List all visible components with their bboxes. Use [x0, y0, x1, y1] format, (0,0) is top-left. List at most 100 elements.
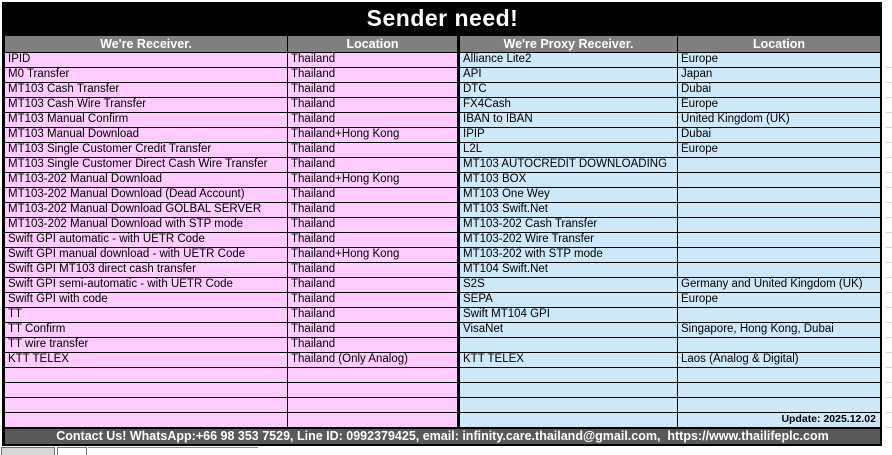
cell-proxy-receiver[interactable]: API — [460, 68, 678, 82]
cell-proxy-location[interactable]: Dubai — [678, 128, 880, 142]
cell-proxy-receiver[interactable]: IPIP — [460, 128, 678, 142]
cell-receiver-location[interactable]: Thailand — [288, 278, 460, 292]
cell-proxy-receiver[interactable]: Alliance Lite2 — [460, 53, 678, 67]
cell-receiver-location[interactable]: Thailand — [288, 308, 460, 322]
cell-receiver[interactable]: MT103 Manual Confirm — [5, 113, 288, 127]
cell-receiver[interactable]: MT103 Single Customer Credit Transfer — [5, 143, 288, 157]
cell-proxy-receiver[interactable]: KTT TELEX — [460, 353, 678, 367]
cell-proxy-location[interactable] — [678, 233, 880, 247]
cell-receiver[interactable] — [5, 398, 288, 412]
cell-receiver-location[interactable]: Thailand — [288, 98, 460, 112]
cell-proxy-receiver[interactable]: MT103 One Wey — [460, 188, 678, 202]
cell-receiver[interactable]: M0 Transfer — [5, 68, 288, 82]
cell-proxy-location[interactable]: Dubai — [678, 83, 880, 97]
cell-receiver-location[interactable]: Thailand — [288, 338, 460, 352]
cell-receiver[interactable] — [5, 413, 288, 427]
cell-proxy-receiver[interactable]: DTC — [460, 83, 678, 97]
cell-proxy-location[interactable]: United Kingdom (UK) — [678, 113, 880, 127]
cell-proxy-location[interactable]: Singapore, Hong Kong, Dubai — [678, 323, 880, 337]
cell-proxy-location[interactable] — [678, 158, 880, 172]
cell-receiver[interactable]: MT103 Cash Wire Transfer — [5, 98, 288, 112]
cell-receiver-location[interactable]: Thailand — [288, 203, 460, 217]
cell-receiver-location[interactable]: Thailand+Hong Kong — [288, 248, 460, 262]
sheet-tab[interactable] — [1, 447, 55, 455]
cell-proxy-receiver[interactable]: L2L — [460, 143, 678, 157]
cell-receiver[interactable]: TT — [5, 308, 288, 322]
cell-proxy-location[interactable] — [678, 398, 880, 412]
cell-proxy-location[interactable]: Laos (Analog & Digital) — [678, 353, 880, 367]
cell-proxy-location[interactable] — [678, 218, 880, 232]
cell-receiver-location[interactable]: Thailand — [288, 323, 460, 337]
cell-proxy-location[interactable]: Europe — [678, 53, 880, 67]
cell-proxy-receiver[interactable] — [460, 368, 678, 382]
cell-proxy-receiver[interactable]: SEPA — [460, 293, 678, 307]
cell-receiver[interactable]: MT103-202 Manual Download — [5, 173, 288, 187]
cell-proxy-receiver[interactable]: MT103 Swift.Net — [460, 203, 678, 217]
cell-proxy-receiver[interactable] — [460, 338, 678, 352]
cell-receiver[interactable]: Swift GPI semi-automatic - with UETR Cod… — [5, 278, 288, 292]
cell-proxy-receiver[interactable]: MT103-202 Wire Transfer — [460, 233, 678, 247]
cell-receiver[interactable]: MT103-202 Manual Download with STP mode — [5, 218, 288, 232]
update-date[interactable]: Update: 2025.12.02 — [678, 413, 880, 427]
cell-receiver-location[interactable]: Thailand — [288, 188, 460, 202]
cell-receiver-location[interactable]: Thailand — [288, 158, 460, 172]
cell-receiver[interactable]: MT103-202 Manual Download GOLBAL SERVER — [5, 203, 288, 217]
cell-receiver[interactable]: MT103 Single Customer Direct Cash Wire T… — [5, 158, 288, 172]
cell-receiver-location[interactable]: Thailand — [288, 83, 460, 97]
cell-receiver-location[interactable]: Thailand — [288, 113, 460, 127]
cell-proxy-receiver[interactable] — [460, 413, 678, 427]
cell-proxy-receiver[interactable]: IBAN to IBAN — [460, 113, 678, 127]
column-header-proxy-location[interactable]: Location — [752, 37, 806, 51]
cell-receiver-location[interactable]: Thailand (Only Analog) — [288, 353, 460, 367]
cell-receiver[interactable]: MT103 Manual Download — [5, 128, 288, 142]
column-header-proxy-receiver[interactable]: We're Proxy Receiver. — [460, 36, 678, 52]
cell-proxy-location[interactable] — [678, 308, 880, 322]
cell-proxy-location[interactable]: Europe — [678, 98, 880, 112]
cell-receiver[interactable]: MT103-202 Manual Download (Dead Account) — [5, 188, 288, 202]
cell-receiver-location[interactable]: Thailand+Hong Kong — [288, 128, 460, 142]
cell-receiver[interactable]: MT103 Cash Transfer — [5, 83, 288, 97]
cell-receiver[interactable]: Swift GPI MT103 direct cash transfer — [5, 263, 288, 277]
cell-proxy-receiver[interactable]: VisaNet — [460, 323, 678, 337]
cell-receiver[interactable]: TT Confirm — [5, 323, 288, 337]
cell-receiver-location[interactable]: Thailand — [288, 263, 460, 277]
cell-proxy-location[interactable] — [678, 368, 880, 382]
cell-receiver[interactable]: KTT TELEX — [5, 353, 288, 367]
cell-proxy-location[interactable] — [678, 173, 880, 187]
cell-proxy-location[interactable]: Europe — [678, 143, 880, 157]
cell-proxy-location[interactable] — [678, 248, 880, 262]
cell-receiver-location[interactable] — [288, 383, 460, 397]
column-header-receiver-location[interactable]: Location — [288, 36, 460, 52]
cell-proxy-receiver[interactable]: FX4Cash — [460, 98, 678, 112]
cell-proxy-receiver[interactable]: Swift MT104 GPI — [460, 308, 678, 322]
cell-proxy-location[interactable]: Germany and United Kingdom (UK) — [678, 278, 880, 292]
cell-proxy-receiver[interactable]: MT103-202 Cash Transfer — [460, 218, 678, 232]
cell-proxy-receiver[interactable]: S2S — [460, 278, 678, 292]
column-header-receiver[interactable]: We're Receiver. — [5, 36, 288, 52]
cell-receiver[interactable]: Swift GPI manual download - with UETR Co… — [5, 248, 288, 262]
cell-receiver[interactable]: Swift GPI with code — [5, 293, 288, 307]
cell-receiver-location[interactable]: Thailand — [288, 233, 460, 247]
cell-receiver-location[interactable]: Thailand — [288, 143, 460, 157]
cell-receiver-location[interactable]: Thailand+Hong Kong — [288, 173, 460, 187]
cell-receiver-location[interactable] — [288, 368, 460, 382]
cell-proxy-location[interactable] — [678, 383, 880, 397]
cell-receiver-location[interactable] — [288, 413, 460, 427]
cell-proxy-receiver[interactable]: MT103 BOX — [460, 173, 678, 187]
cell-proxy-receiver[interactable]: MT103 AUTOCREDIT DOWNLOADING — [460, 158, 678, 172]
contact-footer[interactable]: Contact Us! WhatsApp:+66 98 353 7529, Li… — [5, 428, 880, 446]
cell-receiver[interactable]: TT wire transfer — [5, 338, 288, 352]
sheet-tab-active[interactable] — [57, 447, 87, 455]
cell-receiver-location[interactable]: Thailand — [288, 53, 460, 67]
cell-proxy-location[interactable]: Japan — [678, 68, 880, 82]
cell-receiver[interactable] — [5, 368, 288, 382]
cell-receiver[interactable]: IPID — [5, 53, 288, 67]
cell-proxy-location[interactable] — [678, 338, 880, 352]
cell-proxy-location[interactable] — [678, 188, 880, 202]
cell-receiver-location[interactable]: Thailand — [288, 68, 460, 82]
cell-proxy-receiver[interactable] — [460, 383, 678, 397]
cell-receiver-location[interactable] — [288, 398, 460, 412]
cell-receiver-location[interactable]: Thailand — [288, 293, 460, 307]
cell-proxy-location[interactable]: Europe — [678, 293, 880, 307]
cell-receiver[interactable] — [5, 383, 288, 397]
